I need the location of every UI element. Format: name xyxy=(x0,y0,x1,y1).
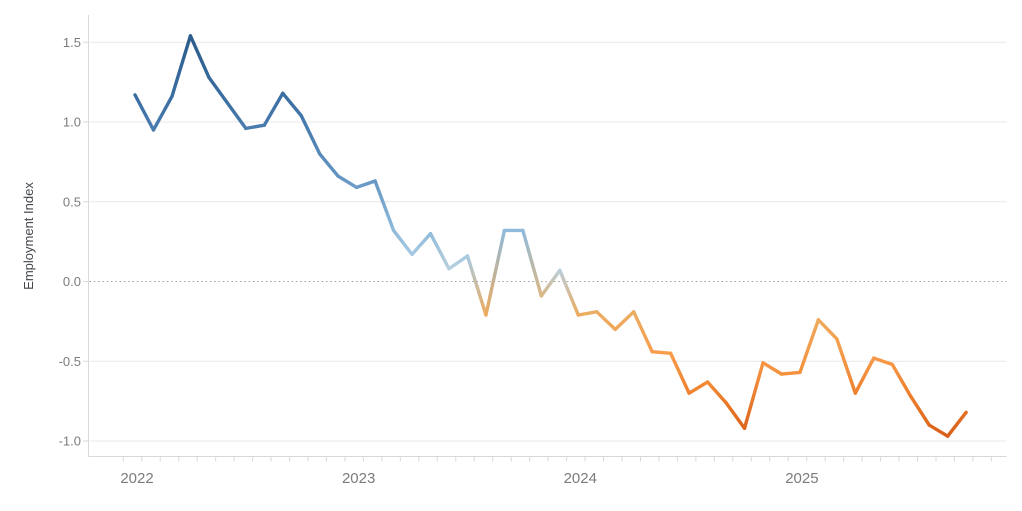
line-segment[interactable] xyxy=(521,228,544,298)
line-segment[interactable] xyxy=(595,310,617,332)
line-segment[interactable] xyxy=(798,318,821,375)
line-segment[interactable] xyxy=(207,75,230,105)
line-segment[interactable] xyxy=(539,268,562,298)
y-axis-tick-labels: 1.5 1.0 0.5 0.0 -0.5 -1.0 xyxy=(59,35,81,449)
line-segment[interactable] xyxy=(281,91,303,118)
x-tick-label: 2025 xyxy=(785,470,818,487)
line-segment[interactable] xyxy=(779,370,802,376)
line-segment[interactable] xyxy=(354,179,377,190)
line-segment[interactable] xyxy=(853,356,876,395)
line-segment[interactable] xyxy=(890,362,913,399)
line-segment[interactable] xyxy=(299,113,322,156)
line-segment[interactable] xyxy=(262,91,285,127)
line-segment[interactable] xyxy=(835,337,858,395)
x-axis-ticks xyxy=(122,457,992,462)
line-segment[interactable] xyxy=(170,34,193,99)
x-axis-tick-labels: 2022 2023 2024 2025 xyxy=(120,470,818,487)
y-tick-label: 1.0 xyxy=(63,115,81,130)
line-marks[interactable] xyxy=(133,34,968,438)
line-segment[interactable] xyxy=(668,351,691,395)
y-tick-label: -1.0 xyxy=(59,434,81,449)
axes xyxy=(88,15,1007,457)
y-axis-title: Employment Index xyxy=(21,182,36,290)
line-segment[interactable] xyxy=(945,410,968,438)
line-segment[interactable] xyxy=(613,310,636,332)
y-tick-label: 0.0 xyxy=(63,274,81,289)
line-segment[interactable] xyxy=(410,231,433,257)
line-segment[interactable] xyxy=(244,123,266,131)
y-tick-label: -0.5 xyxy=(59,354,81,369)
line-segment[interactable] xyxy=(484,228,507,317)
line-segment[interactable] xyxy=(336,174,359,190)
line-segment[interactable] xyxy=(909,394,931,427)
x-tick-label: 2023 xyxy=(342,470,375,487)
x-tick-label: 2024 xyxy=(564,470,597,487)
line-segment[interactable] xyxy=(724,401,747,430)
line-segment[interactable] xyxy=(927,423,950,438)
y-tick-label: 1.5 xyxy=(63,35,81,50)
x-tick-label: 2022 xyxy=(120,470,153,487)
line-segment[interactable] xyxy=(391,228,414,257)
line-segment[interactable] xyxy=(465,254,488,317)
line-segment[interactable] xyxy=(687,380,710,395)
y-tick-label: 0.5 xyxy=(63,194,81,209)
line-segment[interactable] xyxy=(318,152,340,178)
y-axis-ticks xyxy=(83,41,89,442)
line-segment[interactable] xyxy=(428,231,451,271)
line-segment[interactable] xyxy=(447,254,470,271)
line-segment[interactable] xyxy=(558,268,580,317)
line-segment[interactable] xyxy=(373,179,396,233)
line-segment[interactable] xyxy=(151,94,174,132)
line-segment[interactable] xyxy=(576,310,599,317)
line-segment[interactable] xyxy=(816,318,839,341)
line-segment[interactable] xyxy=(761,361,784,376)
line-segment[interactable] xyxy=(705,380,728,405)
line-segment[interactable] xyxy=(742,361,765,430)
line-segment[interactable] xyxy=(133,93,156,132)
line-segment[interactable] xyxy=(188,34,211,80)
line-segment[interactable] xyxy=(225,101,248,131)
line-segment[interactable] xyxy=(872,356,894,367)
line-segment[interactable] xyxy=(631,310,654,354)
line-segment[interactable] xyxy=(650,349,673,355)
